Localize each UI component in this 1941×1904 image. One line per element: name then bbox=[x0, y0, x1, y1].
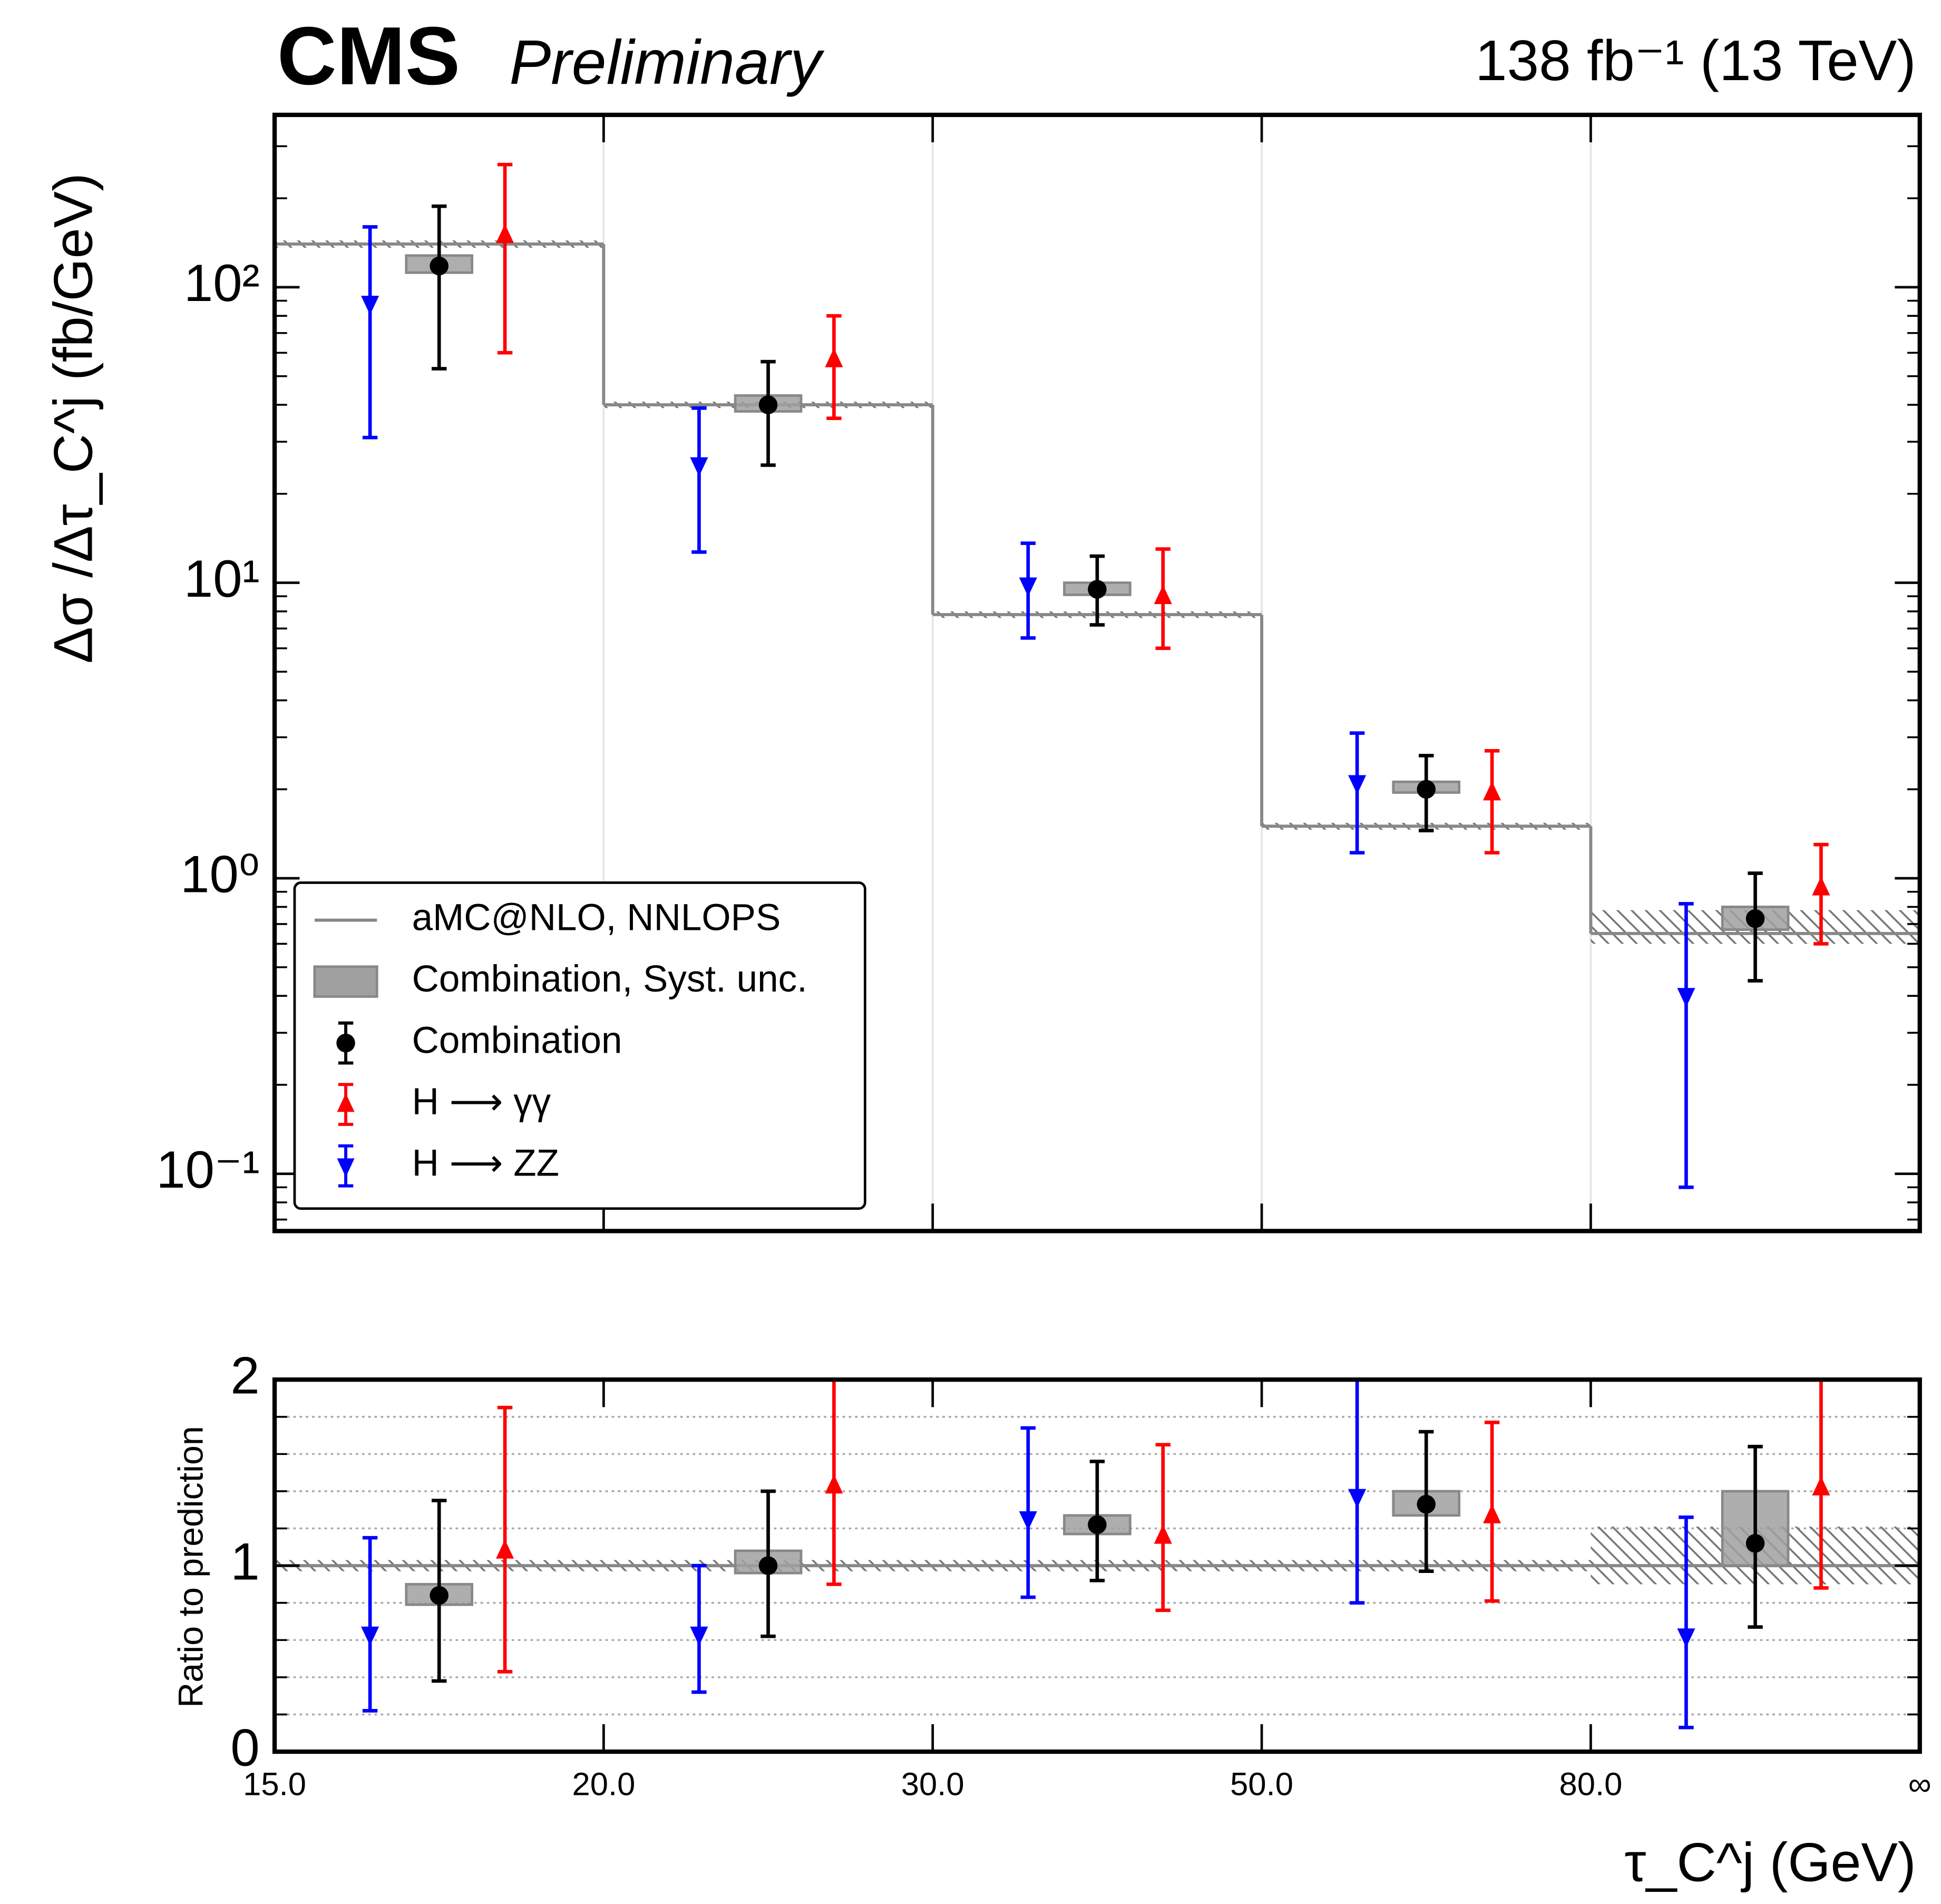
marker bbox=[1812, 1476, 1830, 1495]
marker bbox=[361, 1626, 379, 1646]
x-tick-label: 15.0 bbox=[243, 1766, 306, 1803]
marker bbox=[1348, 775, 1367, 794]
legend-label: aMC@NLO, NNLOPS bbox=[412, 897, 781, 938]
marker bbox=[758, 395, 778, 414]
y-tick-label: 10⁻¹ bbox=[156, 1141, 259, 1199]
marker bbox=[430, 1586, 448, 1605]
marker bbox=[1417, 1494, 1436, 1514]
marker bbox=[1483, 1504, 1501, 1523]
marker bbox=[361, 296, 379, 315]
experiment: CMS bbox=[277, 10, 460, 102]
legend-handle bbox=[337, 1093, 355, 1112]
legend-handle bbox=[337, 1158, 355, 1178]
marker bbox=[690, 457, 708, 477]
y-tick-label: 0 bbox=[230, 1718, 259, 1777]
x-tick-label: 20.0 bbox=[572, 1766, 635, 1803]
marker bbox=[1019, 577, 1037, 597]
y-tick-label: 10⁰ bbox=[180, 845, 260, 904]
legend-handle bbox=[313, 965, 378, 998]
y-tick-label: 10² bbox=[184, 254, 260, 313]
x-tick-label: 80.0 bbox=[1559, 1766, 1622, 1803]
marker bbox=[1348, 1489, 1367, 1508]
x-axis-label: τ_C^j (GeV) bbox=[1624, 1832, 1916, 1893]
legend-label: H ⟶ γγ bbox=[412, 1081, 551, 1123]
legend-label: H ⟶ ZZ bbox=[412, 1142, 559, 1184]
legend-label: Combination bbox=[412, 1019, 622, 1061]
marker bbox=[1154, 585, 1172, 605]
legend-handle bbox=[336, 1033, 355, 1053]
marker bbox=[1154, 1524, 1172, 1544]
marker bbox=[825, 1474, 843, 1494]
y-tick-label: 1 bbox=[230, 1532, 259, 1591]
marker bbox=[1088, 1515, 1107, 1534]
y-axis-label: Δσ /Δτ_C^j (fb/GeV) bbox=[43, 173, 104, 664]
luminosity: 138 fb⁻¹ (13 TeV) bbox=[1475, 28, 1916, 93]
marker bbox=[1088, 580, 1107, 599]
y-tick-label: 2 bbox=[230, 1346, 259, 1405]
marker bbox=[1417, 780, 1436, 799]
legend-box bbox=[293, 881, 866, 1210]
x-tick-label: 30.0 bbox=[901, 1766, 964, 1803]
marker bbox=[496, 1539, 514, 1559]
x-tick-label: 50.0 bbox=[1230, 1766, 1293, 1803]
ratio-y-axis-label: Ratio to prediction bbox=[172, 1426, 211, 1707]
marker bbox=[1019, 1511, 1037, 1531]
status: Preliminary bbox=[509, 28, 825, 98]
plot-area bbox=[275, 1380, 1920, 1730]
x-tick-label: ∞ bbox=[1908, 1766, 1932, 1803]
marker bbox=[825, 348, 843, 367]
marker bbox=[1812, 876, 1830, 896]
marker bbox=[1745, 1534, 1765, 1553]
axes-frame bbox=[272, 112, 1922, 1233]
marker bbox=[496, 224, 514, 244]
axes-frame bbox=[272, 1377, 1922, 1754]
marker bbox=[430, 256, 448, 276]
marker bbox=[758, 1556, 778, 1575]
marker bbox=[1483, 781, 1501, 801]
marker bbox=[1677, 1628, 1695, 1648]
marker bbox=[690, 1626, 708, 1646]
legend-label: Combination, Syst. unc. bbox=[412, 958, 807, 1000]
marker bbox=[1745, 909, 1765, 928]
y-tick-label: 10¹ bbox=[184, 550, 260, 608]
marker bbox=[1677, 988, 1695, 1007]
plot-area bbox=[275, 114, 1920, 1231]
